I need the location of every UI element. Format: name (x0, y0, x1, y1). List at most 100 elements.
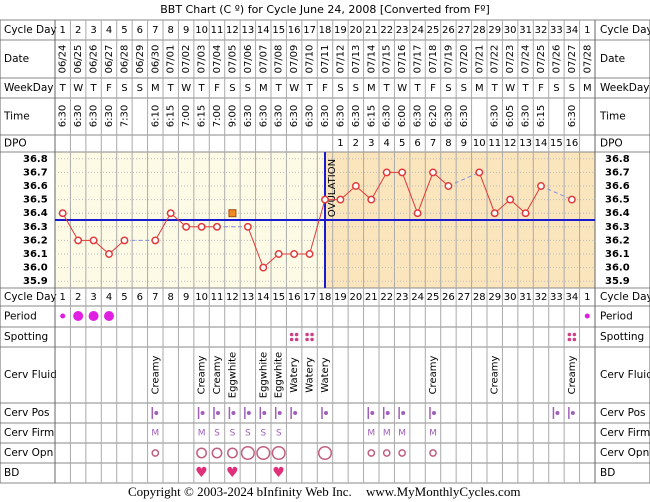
weekday: T (491, 83, 499, 94)
weekday: S (245, 83, 251, 94)
cycle-day: 32 (535, 292, 548, 303)
temp-point (413, 209, 422, 218)
cerv-firm: M (151, 429, 159, 439)
cycle-day: 4 (106, 25, 112, 36)
temp-segment (247, 226, 264, 268)
y-tick-label: 36.0 (605, 263, 630, 274)
date: 06/30 (150, 45, 161, 74)
cycle-day: 19 (334, 25, 347, 36)
dpo: 6 (414, 138, 420, 149)
cycle-day: 13 (241, 25, 254, 36)
time: 7:30 (119, 105, 130, 127)
cycle-day: 31 (519, 25, 532, 36)
time: 6:05 (505, 105, 516, 127)
time: 6:15 (366, 105, 377, 127)
temp-segment (154, 212, 172, 241)
cerv-opening (151, 449, 160, 457)
cerv-firm: S (245, 429, 251, 439)
y-tick-label: 36.3 (605, 222, 630, 233)
y-tick-label: 36.7 (605, 167, 630, 178)
time: 6:30 (258, 105, 269, 127)
time: 6:30 (521, 105, 532, 127)
time: 7:00 (212, 105, 223, 127)
time: 6:30 (89, 105, 100, 127)
temp-point (151, 236, 160, 245)
temp-point (336, 195, 345, 204)
row-label: DPO (4, 138, 27, 150)
weekday: T (167, 83, 175, 94)
dpo: 11 (488, 138, 501, 149)
weekday: M (367, 83, 376, 94)
temp-segment (370, 172, 388, 200)
period-mark (60, 313, 66, 319)
period-mark (104, 311, 114, 321)
spotting-dot (310, 337, 314, 342)
temp-point (521, 209, 530, 218)
ovulation-label: OVULATION (327, 159, 338, 217)
row-label: Cerv Fluid (4, 369, 57, 381)
cerv-pos-dot (154, 411, 159, 415)
time: 6:30 (58, 105, 69, 127)
cycle-day: 26 (442, 25, 455, 36)
cerv-opening (240, 445, 255, 461)
date: 07/10 (305, 45, 316, 74)
cycle-day: 1 (584, 25, 590, 36)
row-label: Cycle Day (4, 24, 57, 36)
time: 6:30 (490, 105, 501, 127)
time: 6:10 (150, 105, 161, 127)
row-label: Period (4, 311, 37, 323)
cerv-opening (196, 447, 208, 459)
cycle-day: 18 (319, 25, 332, 36)
row-label: Cerv Opn (4, 447, 53, 459)
cycle-day: 5 (121, 25, 127, 36)
time: 6:30 (413, 105, 424, 127)
temp-point (105, 250, 113, 258)
row-label: BD (600, 467, 615, 479)
date: 07/14 (366, 45, 377, 74)
cerv-fluid: Creamy (197, 356, 208, 395)
date: 06/26 (89, 45, 100, 74)
date: 07/21 (474, 45, 485, 74)
weekday: W (73, 83, 83, 94)
date: 07/04 (212, 45, 223, 74)
time: 6:15 (536, 105, 547, 127)
cerv-fluid: Watery (305, 357, 316, 393)
spotting-dot (310, 332, 314, 337)
temp-segment (478, 172, 496, 214)
bd-heart: ♥ (195, 465, 208, 481)
row-label: WeekDay (600, 82, 650, 94)
y-tick-label: 36.5 (23, 195, 48, 206)
cerv-fluid: Creamy (212, 356, 223, 395)
date: 07/11 (320, 45, 331, 74)
cycle-day: 12 (226, 292, 239, 303)
time: 6:30 (243, 105, 254, 127)
row-label: Cerv Pos (4, 407, 50, 419)
row-label: Time (3, 111, 30, 123)
spotting-dot (289, 332, 294, 337)
cerv-fluid: Watery (320, 357, 331, 393)
temp-point (259, 263, 268, 272)
cycle-day: 26 (442, 292, 455, 303)
temp-point (89, 236, 98, 245)
weekday: M (151, 83, 160, 94)
date: 06/29 (135, 45, 146, 74)
dpo: 14 (535, 138, 548, 149)
cerv-fluid: Eggwhite (258, 352, 269, 398)
date: 07/05 (227, 45, 238, 74)
time: 6:30 (443, 105, 454, 127)
date: 06/24 (58, 45, 69, 74)
date: 07/23 (505, 45, 516, 74)
temp-point (243, 222, 252, 231)
y-tick-label: 36.2 (23, 235, 48, 246)
cerv-fluid: Creamy (567, 356, 578, 395)
weekday: T (414, 83, 422, 94)
cycle-day: 21 (365, 292, 378, 303)
temp-point (58, 209, 67, 218)
date: 07/22 (490, 45, 501, 74)
cycle-day: 15 (272, 292, 285, 303)
cerv-fluid: Creamy (490, 356, 501, 395)
cycle-day: 6 (137, 25, 143, 36)
temp-segment (417, 172, 434, 214)
cycle-day: 2 (75, 25, 81, 36)
weekday: F (538, 83, 544, 94)
